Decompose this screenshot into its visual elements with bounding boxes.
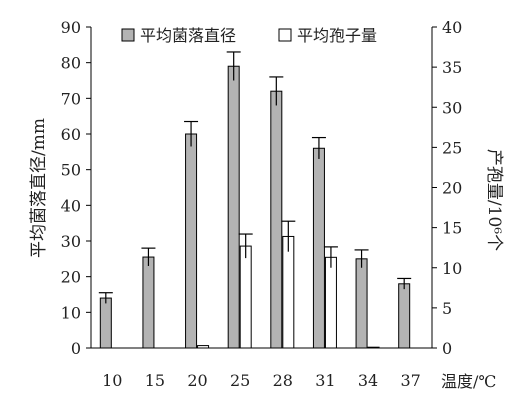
y2-tick-label: 20 (442, 179, 462, 198)
x-tick-label: 15 (145, 371, 165, 390)
y2-tick-label: 30 (442, 98, 462, 117)
y2-tick-label: 35 (442, 58, 462, 77)
y-tick-label: 30 (61, 232, 81, 251)
spore-count-bar (197, 345, 210, 349)
legend-label: 平均孢子量 (297, 26, 377, 45)
y2-tick-label: 10 (442, 259, 462, 278)
legend-swatch (121, 28, 135, 42)
spore-count-bar (367, 346, 380, 349)
x-tick-label: 34 (358, 371, 378, 390)
y2-tick-label: 15 (442, 219, 462, 238)
y-tick-label: 80 (61, 54, 81, 73)
y-tick-label: 70 (61, 89, 81, 108)
legend-label: 平均菌落直径 (140, 26, 236, 45)
bars-layer (98, 51, 412, 349)
colony-diameter-bar (355, 258, 368, 349)
labels-layer: 平均菌落直径/mm 产孢量/10⁶个 温度/℃ (29, 118, 504, 391)
y2-axis-label: 产孢量/10⁶个 (484, 149, 504, 251)
y2-tick-label: 25 (442, 138, 462, 157)
y-tick-label: 60 (61, 125, 81, 144)
x-tick-label: 20 (187, 371, 207, 390)
x-tick-label: 37 (401, 371, 421, 390)
x-tick-label: 10 (102, 371, 122, 390)
x-tick-label: 25 (230, 371, 250, 390)
x-axis-label: 温度/℃ (441, 372, 496, 391)
colony-diameter-bar (398, 283, 411, 349)
axes-layer: 0 10 20 30 40 50 60 70 80 90 0 5 10 15 20 25 30 35 40 10 15 2… (61, 18, 463, 390)
y2-tick-label: 0 (442, 339, 452, 358)
colony-diameter-bar (312, 147, 325, 349)
spore-count-bar (324, 256, 337, 349)
y2-tick-label: 40 (442, 18, 462, 37)
spore-count-bar (239, 245, 252, 349)
colony-diameter-bar (99, 297, 112, 349)
colony-diameter-bar (227, 65, 240, 349)
y-tick-label: 40 (61, 196, 81, 215)
y-tick-label: 10 (61, 303, 81, 322)
y-tick-label: 50 (61, 161, 81, 180)
legend-swatch (278, 28, 292, 42)
y-tick-label: 90 (61, 18, 81, 37)
y-tick-label: 0 (71, 339, 81, 358)
colony-diameter-bar (270, 90, 283, 349)
x-tick-label: 31 (315, 371, 335, 390)
legend: 平均菌落直径 平均孢子量 (121, 26, 377, 45)
colony-diameter-bar (185, 133, 198, 349)
x-tick-label: 28 (273, 371, 293, 390)
colony-diameter-bar (142, 256, 155, 349)
y2-tick-label: 5 (442, 299, 452, 318)
spore-count-bar (282, 235, 295, 349)
y-axis-label: 平均菌落直径/mm (29, 118, 49, 258)
y-tick-label: 20 (61, 268, 81, 287)
